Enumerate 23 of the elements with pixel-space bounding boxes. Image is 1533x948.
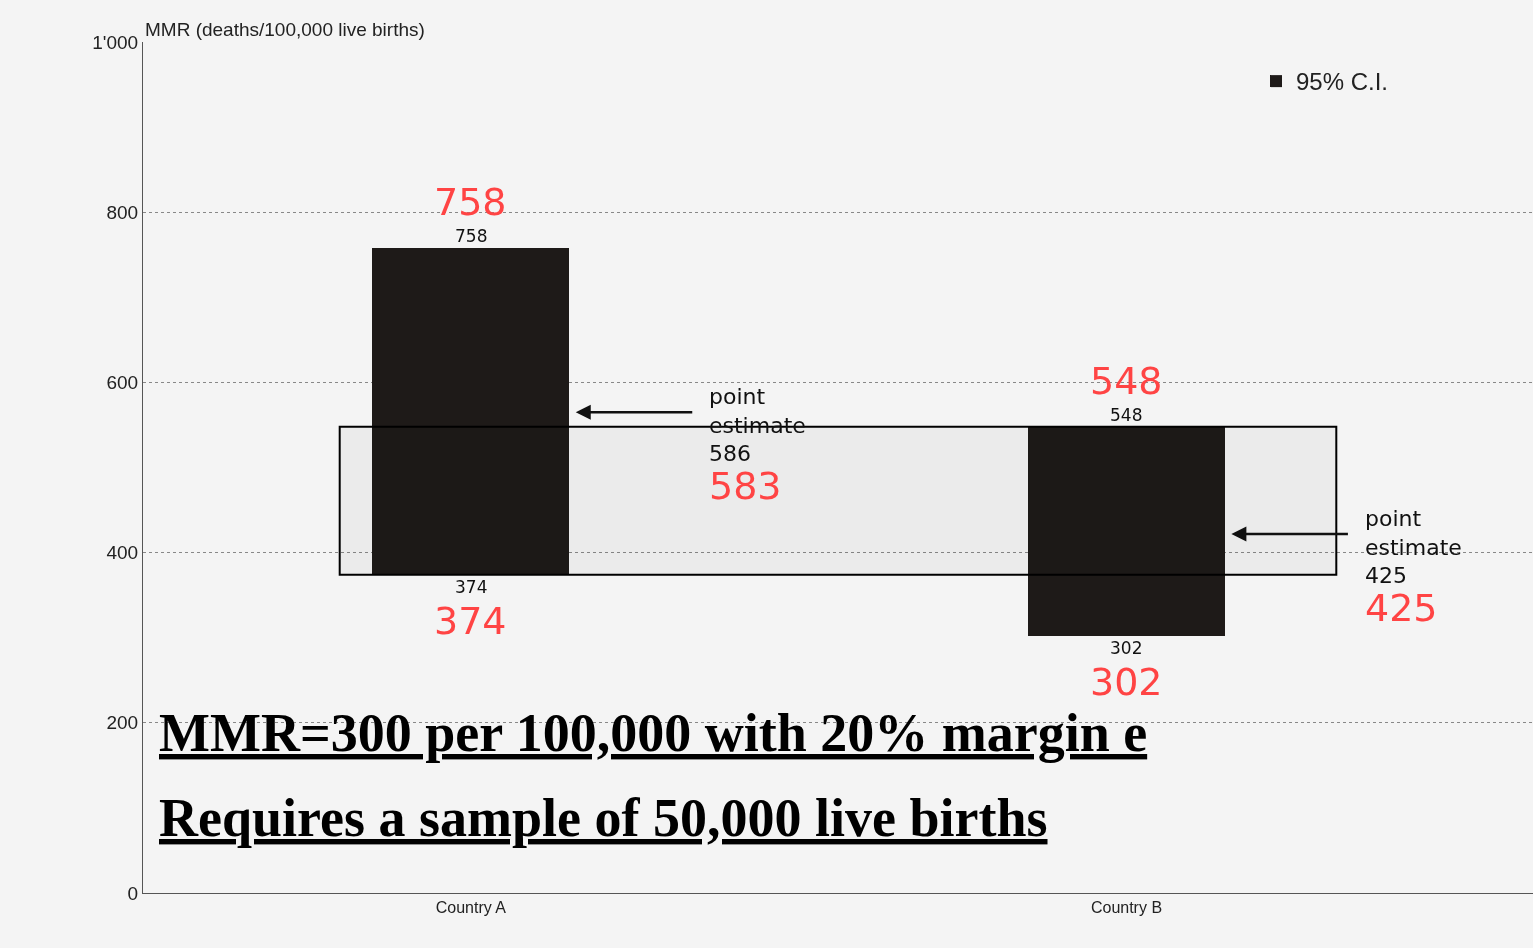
y-tick-label: 0 bbox=[127, 882, 139, 904]
annotation: Requires a sample of 50,000 live births bbox=[159, 788, 1048, 848]
annotation: 548 bbox=[1110, 405, 1143, 425]
y-axis-title: MMR (deaths/100,000 live births) bbox=[145, 19, 425, 40]
annotation: 302 bbox=[1090, 660, 1163, 704]
annotation: 583 bbox=[709, 464, 782, 508]
annotation: 302 bbox=[1110, 638, 1143, 658]
annotation: 374 bbox=[434, 599, 507, 643]
annotation: MMR=300 per 100,000 with 20% margin e bbox=[159, 703, 1148, 763]
x-tick-label: Country A bbox=[435, 899, 507, 917]
y-tick-label: 800 bbox=[106, 201, 139, 223]
annotation: point estimate 425 bbox=[1365, 506, 1462, 589]
annotation: 425 bbox=[1365, 586, 1438, 630]
annotation: 548 bbox=[1090, 359, 1163, 403]
y-tick-label: 200 bbox=[106, 712, 139, 734]
x-tick-label: Country B bbox=[1090, 899, 1163, 917]
y-tick-label: 1'000 bbox=[92, 31, 139, 53]
legend-label: 95% C.I. bbox=[1296, 68, 1389, 96]
annotation: 758 bbox=[455, 226, 488, 246]
annotation: 758 bbox=[434, 180, 507, 224]
annotation: 374 bbox=[455, 577, 488, 597]
y-tick-label: 600 bbox=[106, 372, 139, 394]
y-tick-label: 400 bbox=[106, 542, 139, 564]
